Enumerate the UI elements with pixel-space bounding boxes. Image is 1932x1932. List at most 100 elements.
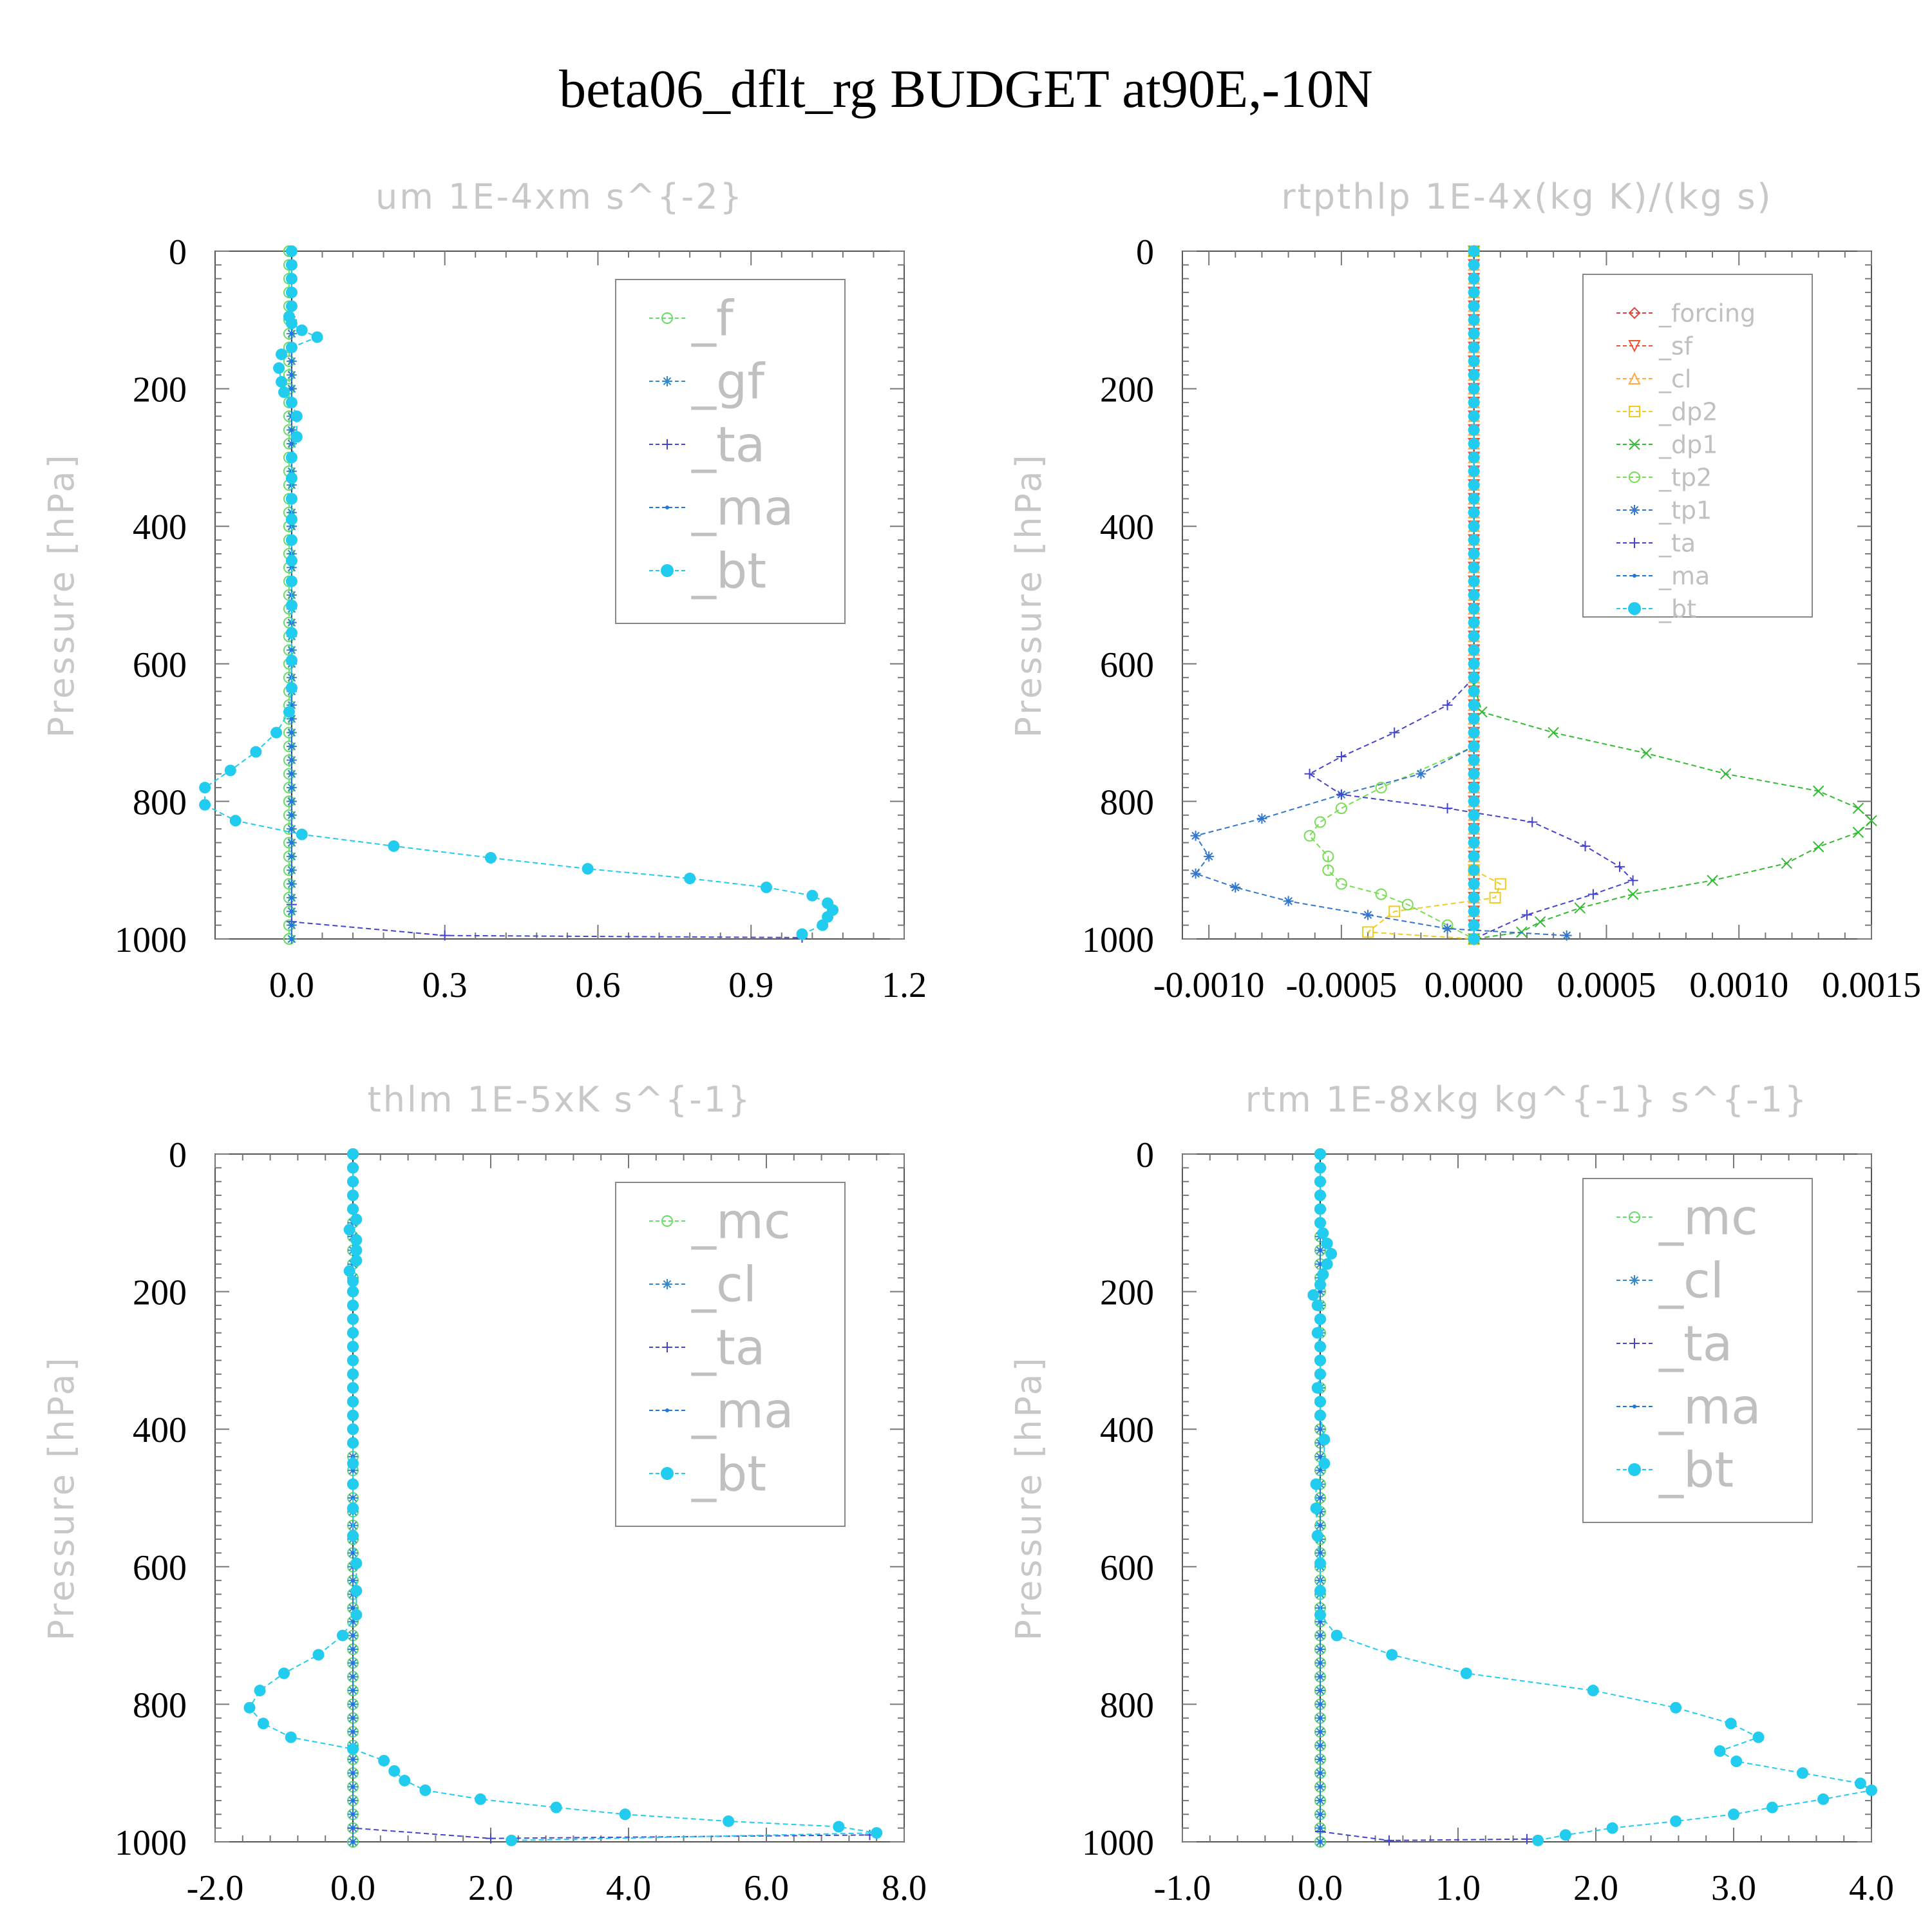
y-tick-label: 600 [1100,1548,1154,1588]
data-point [506,1834,518,1846]
data-point [1468,451,1480,464]
data-point [1468,589,1480,601]
x-tick-label: 0.0000 [1425,965,1524,1005]
data-point [1318,1757,1322,1761]
legend-marker [1633,1405,1636,1408]
data-point [1468,520,1480,533]
data-point [1401,898,1414,911]
data-point [347,1275,359,1287]
data-point [1854,1777,1866,1790]
x-tick-label: 0.0010 [1689,965,1788,1005]
data-point [1468,410,1480,422]
data-point [1321,1258,1333,1270]
data-point [336,1629,348,1642]
data-point [1310,1502,1322,1515]
data-point [351,1674,355,1679]
data-point [1719,768,1732,780]
legend-label: _mc [691,1193,791,1250]
data-point [289,882,294,886]
legend-label: _bt [1658,594,1696,623]
y-tick-label: 400 [133,507,187,547]
data-point [1314,1148,1326,1160]
legend-label: _forcing [1658,299,1756,327]
data-point [347,1299,359,1311]
data-point [289,895,294,900]
y-tick-label: 200 [133,1273,187,1313]
data-point [254,1685,266,1697]
data-point [1314,1609,1326,1621]
data-point [347,1368,359,1380]
data-point [582,863,594,875]
legend-label: _ta [691,1319,765,1376]
legend-marker [662,439,672,450]
data-point [1442,699,1453,710]
data-point [1707,875,1718,886]
legend-label: _dp1 [1658,430,1718,459]
y-tick-label: 0 [169,1135,187,1175]
legend-label: _f [691,290,735,347]
data-point [1318,1551,1322,1555]
data-point [1318,1289,1322,1294]
data-point [289,923,294,927]
data-point [378,1754,390,1766]
x-tick-label: 0.0 [1298,1868,1343,1908]
data-point [289,332,294,336]
x-tick-label: 4.0 [606,1868,651,1908]
y-tick-label: 1000 [115,1823,187,1863]
chart-panel-4: 0 200 400 600 800 1000-1.0 0.0 1.0 2.0 3.0 4.0 rtm … [1009,1079,1894,1908]
data-point [1468,713,1480,725]
data-point [296,324,308,336]
data-point [311,331,323,343]
data-point [289,827,294,831]
data-point [1318,1743,1322,1748]
data-point [351,1798,355,1803]
x-tick-label: 3.0 [1711,1868,1756,1908]
data-point [1321,1237,1333,1249]
legend-marker [1628,307,1641,319]
legend-marker [1629,1211,1640,1223]
data-point [1335,878,1347,890]
data-point [1190,868,1201,879]
data-point [1468,493,1480,505]
legend: _mc _cl _ta _ma _bt [1582,1178,1813,1523]
x-tick-label: 0.0005 [1557,965,1656,1005]
data-point [1574,902,1586,914]
data-point [1522,909,1532,920]
data-point [1468,933,1480,945]
legend-marker [1629,471,1640,483]
data-point [1468,891,1480,904]
y-tick-label: 1000 [1082,1823,1154,1863]
legend-box [1582,1178,1813,1523]
y-tick-label: 800 [133,782,187,822]
y-axis-label: Pressure [hPa] [41,1355,82,1640]
y-tick-label: 600 [1100,645,1154,685]
data-point [1489,891,1501,904]
legend-marker [1633,574,1636,578]
data-point [347,1341,359,1353]
y-tick-label: 400 [1100,507,1154,547]
data-point [1468,438,1480,450]
data-point [1318,1647,1322,1651]
legend-label: _ta [691,416,765,473]
chart-panel-3: 0 200 400 600 800 1000-2.0 0.0 2.0 4.0 6.0 8.0 thlm… [41,1079,927,1908]
legend-label: _bt [1658,1441,1734,1499]
data-point [1670,1815,1682,1827]
data-point [1314,1217,1326,1229]
y-tick-label: 600 [133,1548,187,1588]
data-point [347,1743,359,1755]
data-point [419,1784,431,1796]
y-tick-label: 400 [133,1410,187,1450]
data-point [270,726,283,739]
data-point [806,889,819,902]
data-point [1468,754,1480,766]
data-point [1314,1557,1326,1569]
y-tick-label: 200 [1100,1273,1154,1313]
data-point [347,1437,359,1449]
data-point [285,272,298,285]
data-point [1331,1629,1343,1642]
x-tick-label: -1.0 [1154,1868,1211,1908]
data-point [1468,630,1480,643]
data-point [351,1647,355,1651]
data-point [1714,1745,1726,1757]
